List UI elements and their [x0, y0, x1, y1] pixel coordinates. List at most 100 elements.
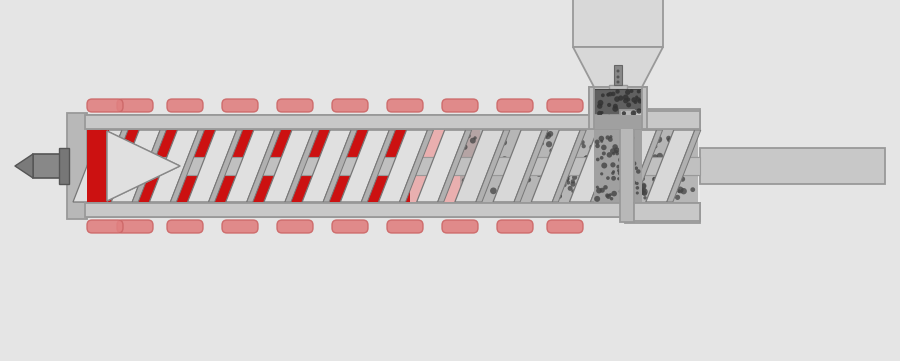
Bar: [573, 0, 663, 47]
Circle shape: [598, 165, 600, 168]
Circle shape: [615, 150, 618, 153]
Circle shape: [491, 166, 495, 170]
Circle shape: [591, 150, 597, 156]
Circle shape: [678, 190, 680, 193]
Circle shape: [572, 190, 575, 193]
Circle shape: [497, 158, 500, 161]
Circle shape: [607, 152, 612, 158]
Circle shape: [574, 134, 580, 140]
Circle shape: [602, 193, 608, 198]
Circle shape: [466, 133, 471, 138]
Circle shape: [526, 177, 530, 181]
Circle shape: [616, 167, 622, 173]
Polygon shape: [628, 130, 662, 202]
Circle shape: [637, 99, 643, 104]
Circle shape: [628, 116, 633, 121]
Circle shape: [536, 171, 542, 177]
Circle shape: [597, 155, 600, 158]
Bar: [625, 203, 700, 223]
Circle shape: [485, 130, 490, 136]
Circle shape: [619, 188, 623, 192]
Circle shape: [641, 153, 644, 157]
Polygon shape: [493, 130, 542, 202]
Circle shape: [557, 132, 562, 138]
Circle shape: [632, 118, 636, 124]
Circle shape: [612, 152, 616, 155]
Circle shape: [609, 160, 612, 163]
Circle shape: [600, 172, 603, 175]
Circle shape: [550, 155, 554, 159]
Circle shape: [641, 188, 646, 193]
Circle shape: [611, 175, 617, 181]
Circle shape: [522, 149, 529, 156]
FancyBboxPatch shape: [442, 220, 478, 233]
Circle shape: [657, 153, 663, 159]
Circle shape: [677, 143, 682, 148]
Circle shape: [603, 185, 608, 190]
Circle shape: [678, 145, 682, 150]
Circle shape: [611, 122, 614, 125]
Circle shape: [608, 131, 613, 137]
Circle shape: [500, 159, 506, 164]
Bar: [700, 148, 885, 184]
Circle shape: [631, 110, 636, 116]
Circle shape: [616, 152, 619, 155]
Circle shape: [616, 75, 619, 78]
Circle shape: [598, 190, 603, 195]
Circle shape: [571, 182, 576, 187]
FancyBboxPatch shape: [387, 99, 423, 112]
Circle shape: [596, 158, 599, 161]
Circle shape: [606, 135, 610, 140]
Circle shape: [583, 156, 590, 162]
Circle shape: [539, 164, 544, 169]
Circle shape: [538, 188, 541, 191]
Circle shape: [622, 111, 626, 116]
Circle shape: [617, 188, 623, 193]
Circle shape: [495, 163, 500, 168]
Circle shape: [546, 141, 553, 147]
Circle shape: [562, 176, 569, 182]
Bar: [642, 87, 647, 129]
Circle shape: [634, 133, 638, 137]
Circle shape: [484, 169, 491, 176]
Circle shape: [614, 147, 619, 153]
Polygon shape: [340, 130, 390, 202]
Polygon shape: [323, 130, 357, 202]
Circle shape: [634, 100, 637, 104]
Circle shape: [687, 164, 690, 168]
Circle shape: [597, 103, 602, 109]
Circle shape: [528, 133, 536, 140]
Circle shape: [616, 89, 620, 94]
Circle shape: [555, 143, 559, 147]
Circle shape: [501, 191, 505, 195]
Circle shape: [478, 142, 482, 145]
Circle shape: [596, 114, 600, 119]
Circle shape: [490, 142, 493, 146]
Circle shape: [581, 189, 588, 195]
Circle shape: [544, 132, 551, 139]
Polygon shape: [187, 130, 237, 202]
Circle shape: [612, 118, 616, 123]
Circle shape: [636, 90, 641, 93]
Circle shape: [571, 179, 575, 183]
Circle shape: [547, 131, 553, 137]
Polygon shape: [285, 130, 319, 202]
Circle shape: [608, 188, 614, 193]
Circle shape: [625, 145, 629, 150]
Circle shape: [644, 196, 647, 200]
Circle shape: [622, 153, 629, 160]
Polygon shape: [94, 130, 128, 202]
Circle shape: [589, 189, 594, 195]
Circle shape: [652, 140, 657, 145]
Circle shape: [515, 177, 519, 182]
Circle shape: [635, 186, 639, 190]
Bar: [594, 89, 642, 127]
Polygon shape: [590, 130, 625, 202]
Polygon shape: [476, 130, 510, 202]
Bar: [614, 65, 622, 85]
Circle shape: [638, 145, 642, 149]
Polygon shape: [149, 130, 198, 202]
Circle shape: [628, 176, 634, 181]
Circle shape: [491, 187, 497, 194]
Circle shape: [680, 177, 685, 182]
